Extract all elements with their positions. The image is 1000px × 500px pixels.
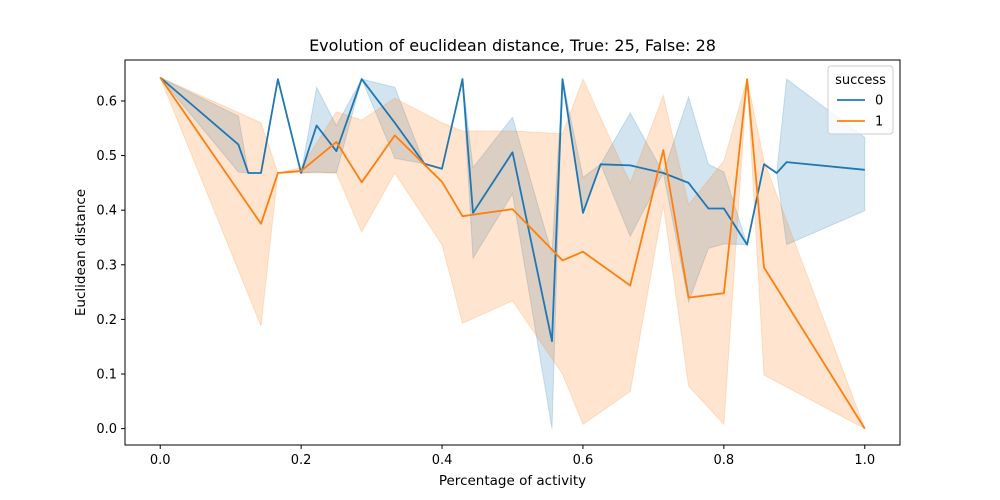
y-tick-label: 0.2 <box>96 313 117 328</box>
y-tick-label: 0.0 <box>96 422 117 437</box>
series-lines <box>159 76 866 430</box>
legend: success 0 1 <box>827 65 894 135</box>
y-tick-label: 0.4 <box>96 204 117 219</box>
y-tick-label: 0.6 <box>96 94 117 109</box>
series-1-line <box>159 76 866 430</box>
y-tick-label: 0.5 <box>96 149 117 164</box>
legend-label-0: 0 <box>875 94 883 109</box>
x-tick-label: 0.8 <box>714 453 735 468</box>
y-tick-label: 0.1 <box>96 368 117 383</box>
plot-frame <box>124 59 901 446</box>
y-tick-label: 0.3 <box>96 258 117 273</box>
x-tick-label: 1.0 <box>854 453 875 468</box>
x-axis: 0.0 0.2 0.4 0.6 0.8 1.0 <box>150 445 875 468</box>
x-tick-label: 0.0 <box>150 453 171 468</box>
y-axis-label: Euclidean distance <box>73 189 89 316</box>
x-tick-label: 0.4 <box>432 453 453 468</box>
x-tick-label: 0.2 <box>291 453 312 468</box>
legend-title: success <box>835 73 886 88</box>
y-axis: 0.0 0.1 0.2 0.3 0.4 0.5 0.6 <box>96 94 125 437</box>
confidence-bands <box>159 76 866 430</box>
legend-label-1: 1 <box>875 115 883 130</box>
x-tick-label: 0.6 <box>573 453 594 468</box>
series-0-band <box>159 77 866 429</box>
x-axis-label: Percentage of activity <box>439 473 586 489</box>
chart-title: Evolution of euclidean distance, True: 2… <box>309 36 716 55</box>
